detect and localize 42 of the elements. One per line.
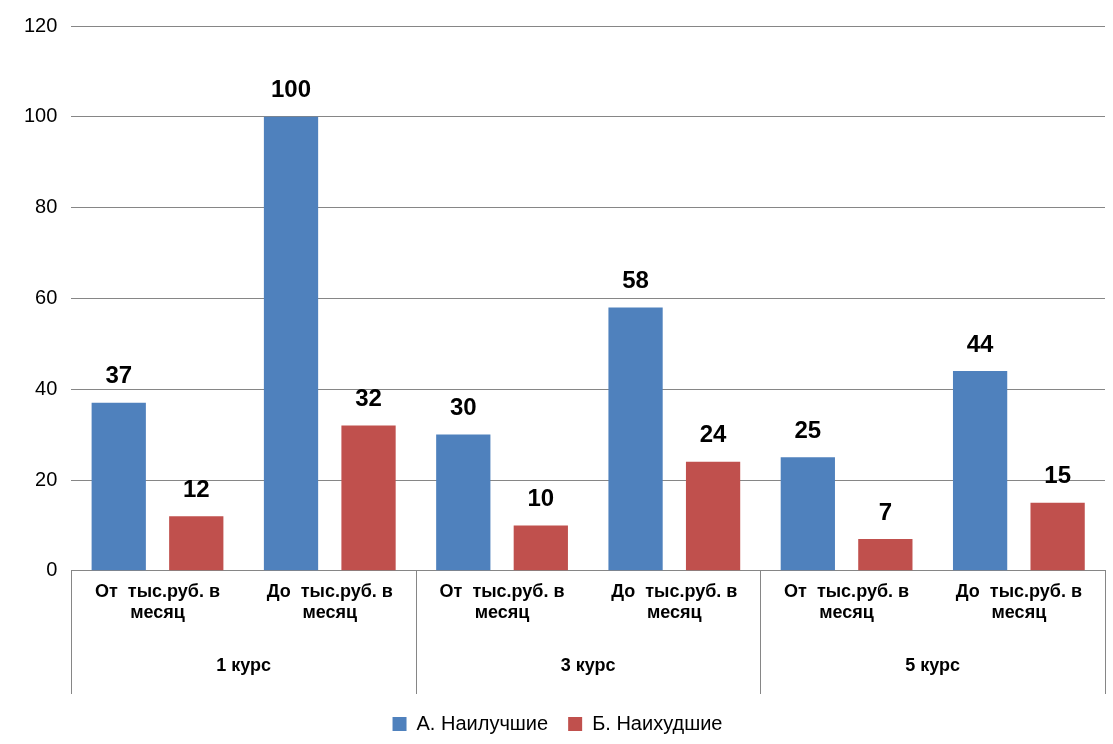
x-tick-label: От тыс.руб. в месяц	[439, 580, 565, 623]
data-label: 7	[878, 497, 893, 525]
bar	[1030, 502, 1085, 571]
bar	[858, 539, 913, 571]
x-tick-label: До тыс.руб. в месяц	[266, 580, 393, 623]
data-label: 15	[1044, 461, 1071, 489]
bar	[263, 116, 319, 571]
bar	[952, 371, 1008, 571]
legend-label: Б. Наихудшие	[592, 711, 723, 734]
y-tick-label: 0	[46, 558, 58, 581]
bar	[608, 307, 663, 571]
x-tick-label: До тыс.руб. в месяц	[955, 580, 1082, 623]
text: 3 курс	[560, 654, 616, 675]
x-tick-label: До тыс.руб. в месяц	[611, 580, 738, 623]
bar	[513, 525, 568, 571]
data-label: 25	[794, 415, 822, 443]
data-label: 24	[699, 420, 728, 448]
y-tick-label: 80	[35, 195, 58, 218]
bar	[685, 461, 741, 571]
data-label: 12	[182, 474, 210, 502]
data-label: 30	[449, 393, 477, 421]
y-tick-label: 60	[35, 285, 58, 308]
y-tick-label: 120	[23, 13, 58, 36]
data-label: 10	[527, 484, 555, 512]
legend-label: А. Наилучшие	[416, 711, 549, 734]
text: 5 курс	[905, 654, 961, 675]
data-label: 100	[270, 75, 312, 103]
bar	[341, 425, 396, 571]
y-tick-label: 20	[35, 467, 58, 490]
text: 1 курс	[216, 654, 272, 675]
data-label: 58	[622, 266, 649, 294]
x-tick-label: От тыс.руб. в месяц	[784, 580, 910, 623]
data-label: 44	[966, 329, 995, 357]
bar	[780, 457, 835, 571]
x-tick-label: От тыс.руб. в месяц	[95, 580, 220, 623]
y-tick-label: 100	[23, 104, 58, 127]
bar	[436, 434, 491, 571]
bar	[169, 516, 224, 571]
y-tick-label: 40	[35, 376, 58, 399]
data-label: 37	[105, 361, 133, 389]
data-label: 32	[355, 384, 382, 412]
bar	[91, 402, 146, 571]
